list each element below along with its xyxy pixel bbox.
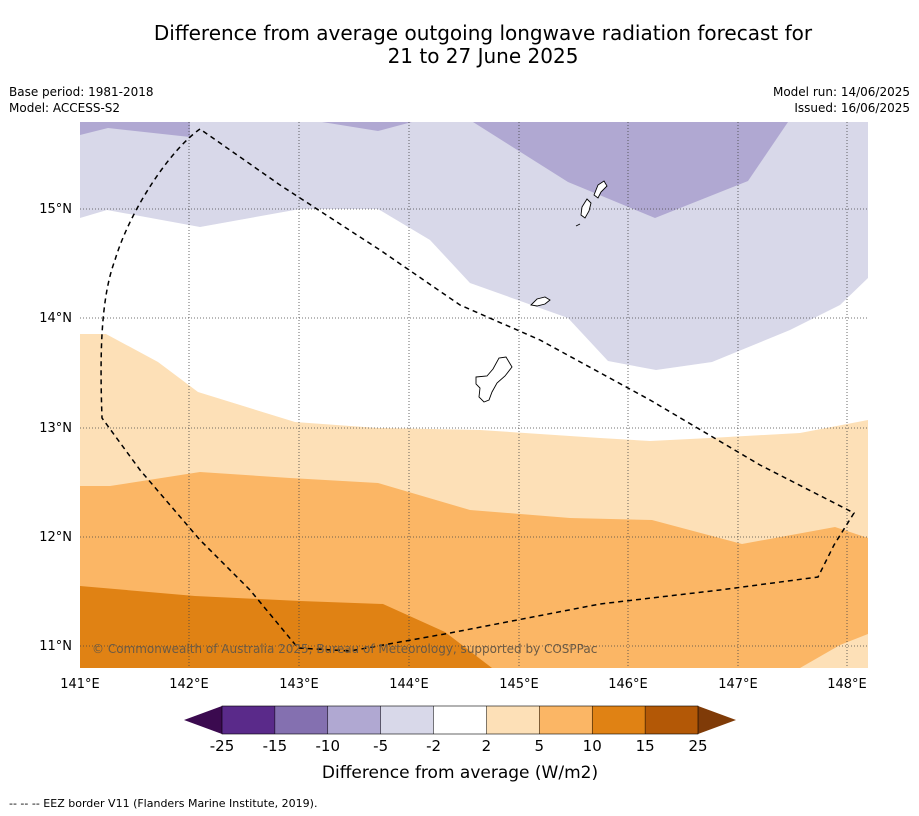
colorbar-bin	[486, 706, 540, 734]
colorbar-bin	[222, 706, 276, 734]
lon-label: 148°E	[827, 677, 867, 692]
lat-label: 11°N	[39, 639, 72, 654]
tinian-island	[580, 198, 592, 219]
lat-label: 14°N	[39, 311, 72, 326]
band-minus-10-c	[322, 122, 412, 131]
guam-island	[475, 356, 513, 403]
title-line-1: Difference from average outgoing longwav…	[153, 21, 813, 45]
colorbar-ticks: -25 -15 -10 -5 -2 2 5 10 15 25	[210, 737, 708, 755]
colorbar-bin	[539, 706, 593, 734]
colorbar-bin	[592, 706, 646, 734]
colorbar-label: Difference from average (W/m2)	[322, 763, 598, 783]
colorbar-tick-label: 5	[535, 737, 545, 755]
band-minus-10-a	[473, 122, 788, 218]
eez-border	[100, 128, 856, 652]
colorbar-tick-label: -10	[316, 737, 341, 755]
base-period: Base period: 1981-2018	[9, 85, 154, 99]
map-title: Difference from average outgoing longwav…	[0, 22, 919, 68]
lon-label: 144°E	[389, 677, 429, 692]
copyright-notice: © Commonwealth of Australia 2025, Bureau…	[92, 642, 597, 656]
colorbar-bin	[433, 706, 487, 734]
lat-label: 13°N	[39, 421, 72, 436]
aguijan-island	[575, 223, 581, 227]
rota-island	[530, 296, 551, 307]
colorbar-extend-low	[184, 706, 222, 734]
lat-label: 15°N	[39, 202, 72, 217]
lon-labels: 141°E 142°E 143°E 144°E 145°E 146°E 147°…	[60, 677, 867, 692]
issued-date: Issued: 16/06/2025	[794, 101, 910, 115]
graticule	[80, 122, 868, 668]
lon-label: 147°E	[718, 677, 758, 692]
meta-right: Model run: 14/06/2025 Issued: 16/06/2025	[773, 84, 910, 116]
colorbar-tick-label: 2	[482, 737, 492, 755]
colorbar-tick-label: -5	[373, 737, 388, 755]
colorbar-bin	[645, 706, 699, 734]
colorbar-bin	[380, 706, 435, 734]
colorbar-outline	[221, 705, 699, 735]
colorbar-tick-label: -2	[426, 737, 441, 755]
colorbar-extend-high	[698, 706, 736, 734]
colorbar-tick-label: 10	[583, 737, 602, 755]
saipan-island	[593, 180, 608, 199]
band-plus-10	[80, 586, 492, 668]
band-minus-10-b	[80, 122, 190, 137]
title-line-2: 21 to 27 June 2025	[387, 44, 579, 68]
lon-label: 141°E	[60, 677, 100, 692]
lon-label: 146°E	[608, 677, 648, 692]
lat-label: 12°N	[39, 530, 72, 545]
lon-label: 145°E	[499, 677, 539, 692]
lon-label: 143°E	[279, 677, 319, 692]
anomaly-field	[80, 122, 868, 668]
colorbar-tick-label: -15	[263, 737, 288, 755]
colorbar-bins	[222, 706, 699, 734]
eez-footnote: -- -- -- EEZ border V11 (Flanders Marine…	[9, 797, 318, 810]
colorbar-tick-label: 25	[688, 737, 707, 755]
lon-label: 142°E	[169, 677, 209, 692]
colorbar-bin	[327, 706, 382, 734]
meta-left: Base period: 1981-2018 Model: ACCESS-S2	[9, 84, 154, 116]
band-plus-2-se	[800, 634, 868, 668]
colorbar-tick-label: -25	[210, 737, 235, 755]
colorbar-bin	[274, 706, 329, 734]
model-name: Model: ACCESS-S2	[9, 101, 121, 115]
islands	[475, 180, 608, 403]
lat-labels: 15°N 14°N 13°N 12°N 11°N	[39, 202, 72, 654]
model-run: Model run: 14/06/2025	[772, 85, 910, 99]
colorbar-tick-label: 15	[636, 737, 655, 755]
colorbar: -25 -15 -10 -5 -2 2 5 10 15 25 Difference from av…	[184, 705, 736, 783]
